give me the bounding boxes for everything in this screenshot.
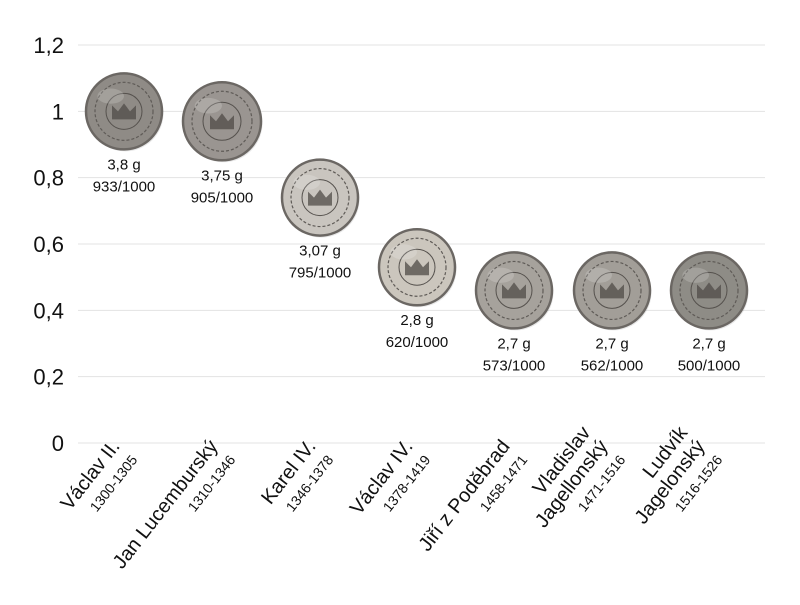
coin-highlight xyxy=(293,174,321,190)
coin-legend-ring xyxy=(387,237,447,297)
coin-marker xyxy=(572,251,652,331)
coin-inner-ring xyxy=(202,101,242,141)
y-tick-label: 0 xyxy=(52,431,64,456)
crown-icon xyxy=(502,282,526,299)
coin-marker xyxy=(474,251,554,331)
crown-icon xyxy=(308,189,332,206)
coin-marker xyxy=(181,81,263,163)
coin-fineness-label: 620/1000 xyxy=(386,334,449,351)
x-category-label: Václav IV.1378-1419 xyxy=(346,436,434,519)
coin-legend-ring xyxy=(484,260,544,321)
coin-highlight xyxy=(682,267,709,283)
crown-icon xyxy=(210,113,234,130)
coin-inner-ring xyxy=(301,179,339,217)
coin-weight-label: 3,07 g xyxy=(299,243,341,260)
coin-weight-label: 2,8 g xyxy=(400,312,433,329)
coin-highlight xyxy=(390,244,418,260)
coin-inner-ring xyxy=(105,92,143,130)
coin-inner-ring xyxy=(398,248,436,286)
coin-legend-ring xyxy=(290,167,350,228)
coin-legend-ring xyxy=(679,260,739,321)
coin-markers xyxy=(84,72,749,331)
coin-fineness-label: 933/1000 xyxy=(93,178,156,195)
coin-marker xyxy=(377,227,457,308)
coin-weight-label: 2,7 g xyxy=(497,335,530,352)
coin-fineness-label: 562/1000 xyxy=(581,357,644,374)
coin-weight-label: 3,8 g xyxy=(107,156,140,173)
x-category-label: Václav II.1300-1305 xyxy=(57,436,141,515)
coin-weight-label: 2,7 g xyxy=(595,335,628,352)
coin-fineness-label: 905/1000 xyxy=(191,189,254,206)
coin-fineness-label: 795/1000 xyxy=(289,265,352,282)
y-tick-label: 0,4 xyxy=(33,298,64,323)
y-tick-label: 1,2 xyxy=(33,33,64,58)
coin-legend-ring xyxy=(582,260,642,321)
crown-icon xyxy=(697,282,721,299)
coin-legend-ring xyxy=(94,81,154,141)
coin-highlight xyxy=(585,267,612,283)
y-tick-label: 1 xyxy=(52,99,64,124)
crown-icon xyxy=(405,259,429,276)
crown-icon xyxy=(600,282,624,299)
coin-weight-label: 3,75 g xyxy=(201,167,243,184)
coin-marker xyxy=(280,158,360,238)
coin-legend-ring xyxy=(191,90,253,152)
coin-marker xyxy=(84,72,164,152)
y-axis: 0 0,2 0,4 0,6 0,8 1 1,2 xyxy=(33,33,64,456)
coin-fineness-label: 573/1000 xyxy=(483,357,546,374)
coin-weight-label: 2,7 g xyxy=(692,335,725,352)
crown-icon xyxy=(112,103,136,120)
coin-inner-ring xyxy=(593,271,631,309)
y-tick-label: 0,8 xyxy=(33,166,64,191)
coin-inner-ring xyxy=(495,271,533,309)
coin-highlight xyxy=(97,88,124,104)
y-tick-label: 0,6 xyxy=(33,232,64,257)
coin-annotations: 3,8 g 933/1000 3,75 g 905/1000 3,07 g 795/100… xyxy=(93,156,741,374)
coin-fineness-label: 500/1000 xyxy=(678,357,741,374)
coin-marker xyxy=(669,251,749,331)
coin-highlight xyxy=(487,267,514,283)
coin-inner-ring xyxy=(690,271,728,309)
y-tick-label: 0,2 xyxy=(33,365,64,390)
coin-highlight xyxy=(194,97,223,114)
x-category-label: Karel IV.1346-1378 xyxy=(257,436,336,515)
